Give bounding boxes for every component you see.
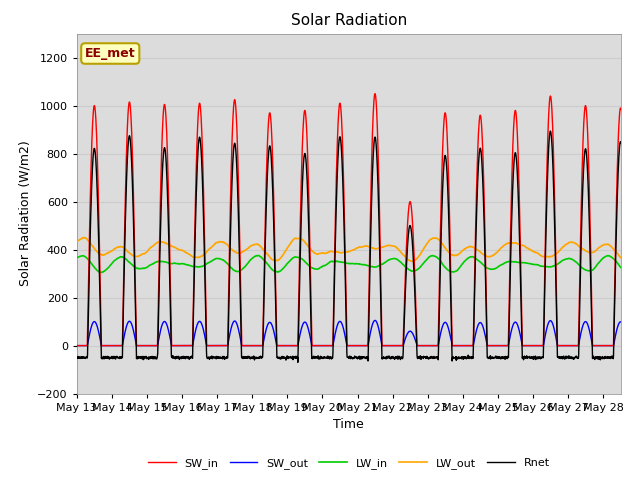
Title: Solar Radiation: Solar Radiation xyxy=(291,13,407,28)
LW_in xyxy=(255,252,262,258)
LW_out xyxy=(408,259,416,264)
Line: LW_in: LW_in xyxy=(77,255,638,273)
SW_in xyxy=(129,168,137,173)
SW_out xyxy=(527,343,534,348)
LW_in xyxy=(627,268,634,274)
LW_out xyxy=(559,244,566,250)
LW_out xyxy=(627,256,634,262)
Rnet xyxy=(73,354,81,360)
LW_out xyxy=(73,238,81,244)
LW_in xyxy=(634,262,640,267)
Line: SW_in: SW_in xyxy=(77,94,638,346)
SW_out xyxy=(559,343,566,348)
SW_in xyxy=(250,343,258,348)
Bar xyxy=(568,34,638,394)
LW_in xyxy=(73,254,81,260)
SW_out xyxy=(627,343,634,348)
SW_in xyxy=(73,343,81,348)
Rnet xyxy=(634,355,640,361)
X-axis label: Time: Time xyxy=(333,418,364,431)
SW_out xyxy=(73,343,81,348)
SW_out xyxy=(129,325,137,331)
Rnet xyxy=(129,195,137,201)
Bar xyxy=(358,34,428,394)
LW_out xyxy=(129,253,137,259)
LW_in xyxy=(129,263,137,269)
SW_in xyxy=(627,343,634,348)
Line: Rnet: Rnet xyxy=(77,131,638,362)
Line: SW_out: SW_out xyxy=(77,321,638,346)
LW_in xyxy=(250,254,258,260)
LW_in xyxy=(97,270,105,276)
SW_out xyxy=(250,343,258,348)
Rnet xyxy=(250,353,258,359)
LW_out xyxy=(527,247,534,253)
LW_in xyxy=(392,256,399,262)
SW_in xyxy=(634,343,640,348)
Line: LW_out: LW_out xyxy=(77,238,638,262)
Rnet xyxy=(527,355,534,360)
Rnet xyxy=(547,128,554,134)
SW_out xyxy=(634,343,640,348)
Bar xyxy=(498,34,568,394)
Bar xyxy=(287,34,358,394)
LW_in xyxy=(527,261,534,267)
Bar xyxy=(428,34,498,394)
Text: EE_met: EE_met xyxy=(85,47,136,60)
Rnet xyxy=(559,355,566,360)
Bar xyxy=(147,34,217,394)
SW_in xyxy=(371,91,379,96)
Legend: SW_in, SW_out, LW_in, LW_out, Rnet: SW_in, SW_out, LW_in, LW_out, Rnet xyxy=(143,453,554,473)
Rnet xyxy=(294,360,301,365)
LW_in xyxy=(559,258,566,264)
SW_out xyxy=(371,318,379,324)
SW_in xyxy=(392,343,399,348)
Rnet xyxy=(627,356,634,361)
LW_out xyxy=(634,247,640,252)
SW_in xyxy=(559,343,566,348)
Bar xyxy=(217,34,287,394)
LW_out xyxy=(392,244,399,250)
LW_out xyxy=(250,242,258,248)
Rnet xyxy=(392,354,399,360)
Y-axis label: Solar Radiation (W/m2): Solar Radiation (W/m2) xyxy=(19,141,32,287)
LW_out xyxy=(79,235,87,240)
Bar xyxy=(77,34,147,394)
SW_out xyxy=(392,343,399,348)
SW_in xyxy=(527,343,534,348)
